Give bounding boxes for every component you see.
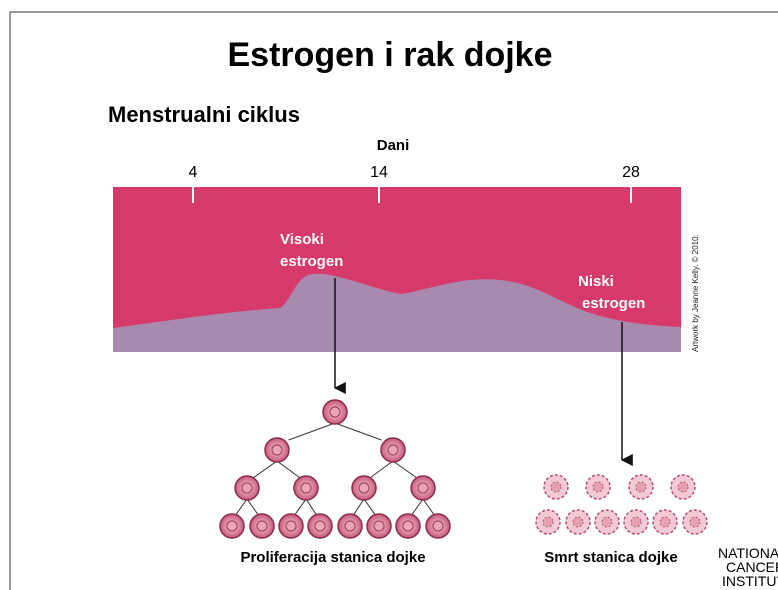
high-label: Visoki — [280, 231, 324, 248]
division-arrow — [247, 499, 259, 516]
nucleus — [315, 521, 325, 531]
nucleus — [227, 521, 237, 531]
logo: NATIONAL CANCER INSTITUTE — [718, 545, 778, 589]
dead-nucleus — [543, 517, 553, 527]
low-label: Niski — [578, 273, 614, 290]
nucleus — [257, 521, 267, 531]
division-arrow — [353, 499, 364, 516]
nucleus — [433, 521, 443, 531]
nucleus — [374, 521, 384, 531]
tick-label: 4 — [189, 164, 198, 181]
division-arrow — [277, 461, 300, 478]
division-arrow — [294, 499, 306, 516]
title: Estrogen i rak dojke — [228, 36, 553, 74]
tick-label: 14 — [370, 164, 388, 181]
division-arrow — [370, 461, 393, 478]
tick-label: 28 — [622, 164, 640, 181]
division-arrow — [253, 461, 277, 478]
division-arrow — [306, 499, 317, 516]
nucleus — [272, 445, 282, 455]
dead-nucleus — [636, 482, 646, 492]
outcome-label: Proliferacija stanica dojke — [240, 549, 425, 566]
dead-nucleus — [602, 517, 612, 527]
nucleus — [345, 521, 355, 531]
nucleus — [301, 483, 311, 493]
dead-nucleus — [573, 517, 583, 527]
dead-nucleus — [631, 517, 641, 527]
division-arrow — [335, 423, 381, 440]
dead-nucleus — [551, 482, 561, 492]
logo-text: INSTITUTE — [722, 573, 778, 589]
nucleus — [286, 521, 296, 531]
dead-nucleus — [593, 482, 603, 492]
cell-tree — [220, 400, 450, 538]
nucleus — [330, 407, 340, 417]
dead-cells — [536, 475, 707, 534]
nucleus — [359, 483, 369, 493]
nucleus — [388, 445, 398, 455]
nucleus — [403, 521, 413, 531]
slide: Estrogen i rak dojke Menstrualni ciklus … — [0, 0, 778, 590]
division-arrow — [235, 499, 247, 516]
division-arrow — [364, 499, 376, 516]
nucleus — [242, 483, 252, 493]
low-label: estrogen — [582, 295, 645, 312]
outcome-label: Smrt stanica dojke — [544, 549, 677, 566]
subtitle: Menstrualni ciklus — [108, 102, 300, 127]
division-arrow — [393, 461, 417, 478]
division-arrow — [411, 499, 423, 516]
dead-nucleus — [678, 482, 688, 492]
division-arrow — [423, 499, 435, 516]
axis-label: Dani — [377, 137, 410, 154]
credit: Artwork by Jeanne Kelly. © 2010. — [691, 234, 700, 352]
dead-nucleus — [690, 517, 700, 527]
nucleus — [418, 483, 428, 493]
division-arrow — [289, 423, 335, 440]
high-label: estrogen — [280, 253, 343, 270]
dead-nucleus — [660, 517, 670, 527]
